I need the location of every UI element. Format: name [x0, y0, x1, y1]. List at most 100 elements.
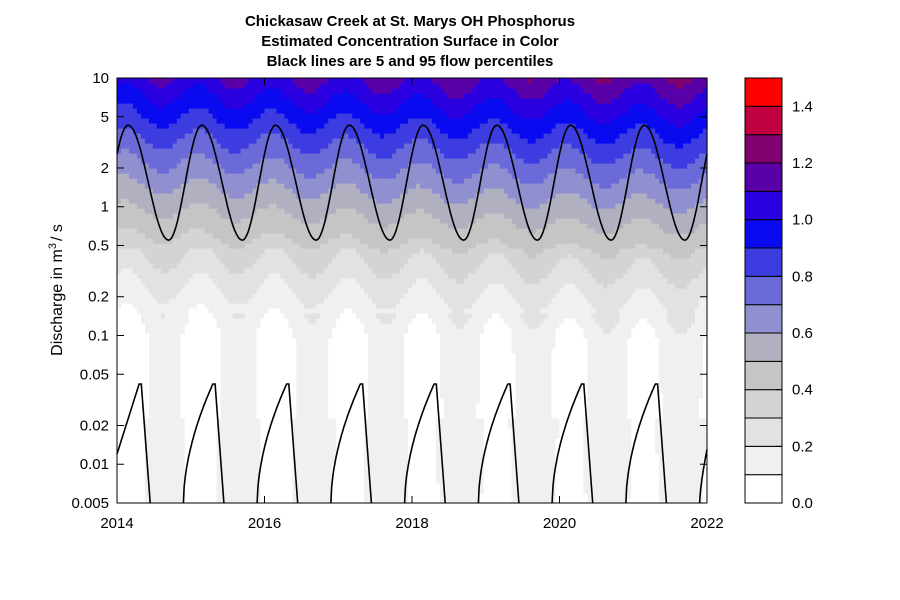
surface-cell — [216, 108, 222, 114]
surface-cell — [256, 238, 262, 244]
surface-cell — [148, 78, 154, 84]
surface-cell — [228, 328, 234, 334]
surface-cell — [208, 278, 214, 284]
surface-cell — [140, 173, 146, 179]
surface-cell — [300, 458, 305, 464]
surface-cell — [136, 448, 142, 454]
surface-cell — [180, 268, 186, 274]
surface-cell — [272, 403, 278, 409]
surface-cell — [220, 413, 226, 419]
surface-cell — [324, 483, 329, 489]
surface-cell — [296, 448, 301, 454]
surface-cell — [332, 148, 337, 154]
surface-cell — [117, 273, 122, 279]
surface-cell — [264, 248, 270, 254]
surface-cell — [344, 153, 349, 159]
surface-cell — [152, 268, 158, 274]
surface-cell — [172, 443, 178, 449]
surface-cell — [308, 98, 313, 104]
surface-cell — [256, 118, 262, 124]
surface-cell — [220, 383, 226, 389]
surface-cell — [164, 268, 170, 274]
surface-cell — [268, 403, 274, 409]
surface-cell — [160, 88, 166, 94]
surface-cell — [220, 198, 226, 204]
surface-cell — [140, 128, 146, 134]
surface-cell — [132, 448, 138, 454]
surface-cell — [180, 128, 186, 134]
surface-cell — [132, 248, 138, 254]
surface-cell — [240, 253, 246, 259]
surface-cell — [136, 378, 142, 384]
surface-cell — [288, 448, 294, 454]
surface-cell — [124, 143, 130, 149]
surface-cell — [236, 328, 242, 334]
surface-cell — [252, 133, 258, 139]
surface-cell — [216, 318, 222, 324]
surface-cell — [236, 128, 242, 134]
surface-cell — [320, 358, 325, 364]
surface-cell — [232, 308, 238, 314]
surface-cell — [300, 488, 305, 494]
surface-cell — [320, 203, 325, 209]
surface-cell — [152, 398, 158, 404]
surface-cell — [148, 498, 154, 504]
surface-cell — [148, 308, 154, 314]
surface-cell — [280, 233, 286, 239]
surface-cell — [144, 413, 150, 419]
surface-cell — [212, 263, 218, 269]
surface-cell — [236, 183, 242, 189]
surface-cell — [268, 418, 274, 424]
surface-cell — [160, 413, 166, 419]
surface-cell — [284, 173, 290, 179]
surface-cell — [168, 123, 174, 129]
surface-cell — [340, 448, 345, 454]
surface-cell — [292, 423, 297, 429]
surface-cell — [124, 218, 130, 224]
surface-cell — [208, 78, 214, 84]
surface-cell — [320, 383, 325, 389]
surface-cell — [248, 213, 254, 219]
surface-cell — [124, 158, 130, 164]
surface-cell — [236, 153, 242, 159]
surface-cell — [328, 318, 333, 324]
surface-cell — [340, 213, 345, 219]
surface-cell — [280, 98, 286, 104]
surface-cell — [228, 348, 234, 354]
surface-cell — [308, 458, 313, 464]
surface-cell — [236, 338, 242, 344]
surface-cell — [220, 368, 226, 374]
surface-cell — [212, 378, 218, 384]
surface-cell — [180, 453, 186, 459]
surface-cell — [216, 458, 222, 464]
surface-cell — [248, 183, 254, 189]
surface-cell — [312, 473, 317, 479]
surface-cell — [316, 358, 321, 364]
surface-cell — [316, 193, 321, 199]
surface-cell — [200, 208, 206, 214]
surface-cell — [348, 488, 353, 494]
surface-cell — [200, 458, 206, 464]
surface-cell — [240, 493, 246, 499]
surface-cell — [284, 398, 290, 404]
surface-cell — [332, 283, 337, 289]
surface-cell — [212, 333, 218, 339]
surface-cell — [312, 293, 317, 299]
surface-cell — [140, 423, 146, 429]
surface-cell — [136, 93, 142, 99]
surface-cell — [164, 198, 170, 204]
surface-cell — [284, 78, 290, 84]
surface-cell — [348, 363, 353, 369]
surface-cell — [172, 263, 178, 269]
surface-cell — [117, 353, 122, 359]
surface-cell — [276, 183, 282, 189]
surface-cell — [132, 263, 138, 269]
surface-cell — [172, 253, 178, 259]
surface-cell — [220, 273, 226, 279]
surface-cell — [324, 83, 329, 89]
surface-cell — [324, 373, 329, 379]
surface-cell — [260, 488, 266, 494]
surface-cell — [117, 228, 122, 234]
surface-cell — [144, 88, 150, 94]
surface-cell — [144, 103, 150, 109]
